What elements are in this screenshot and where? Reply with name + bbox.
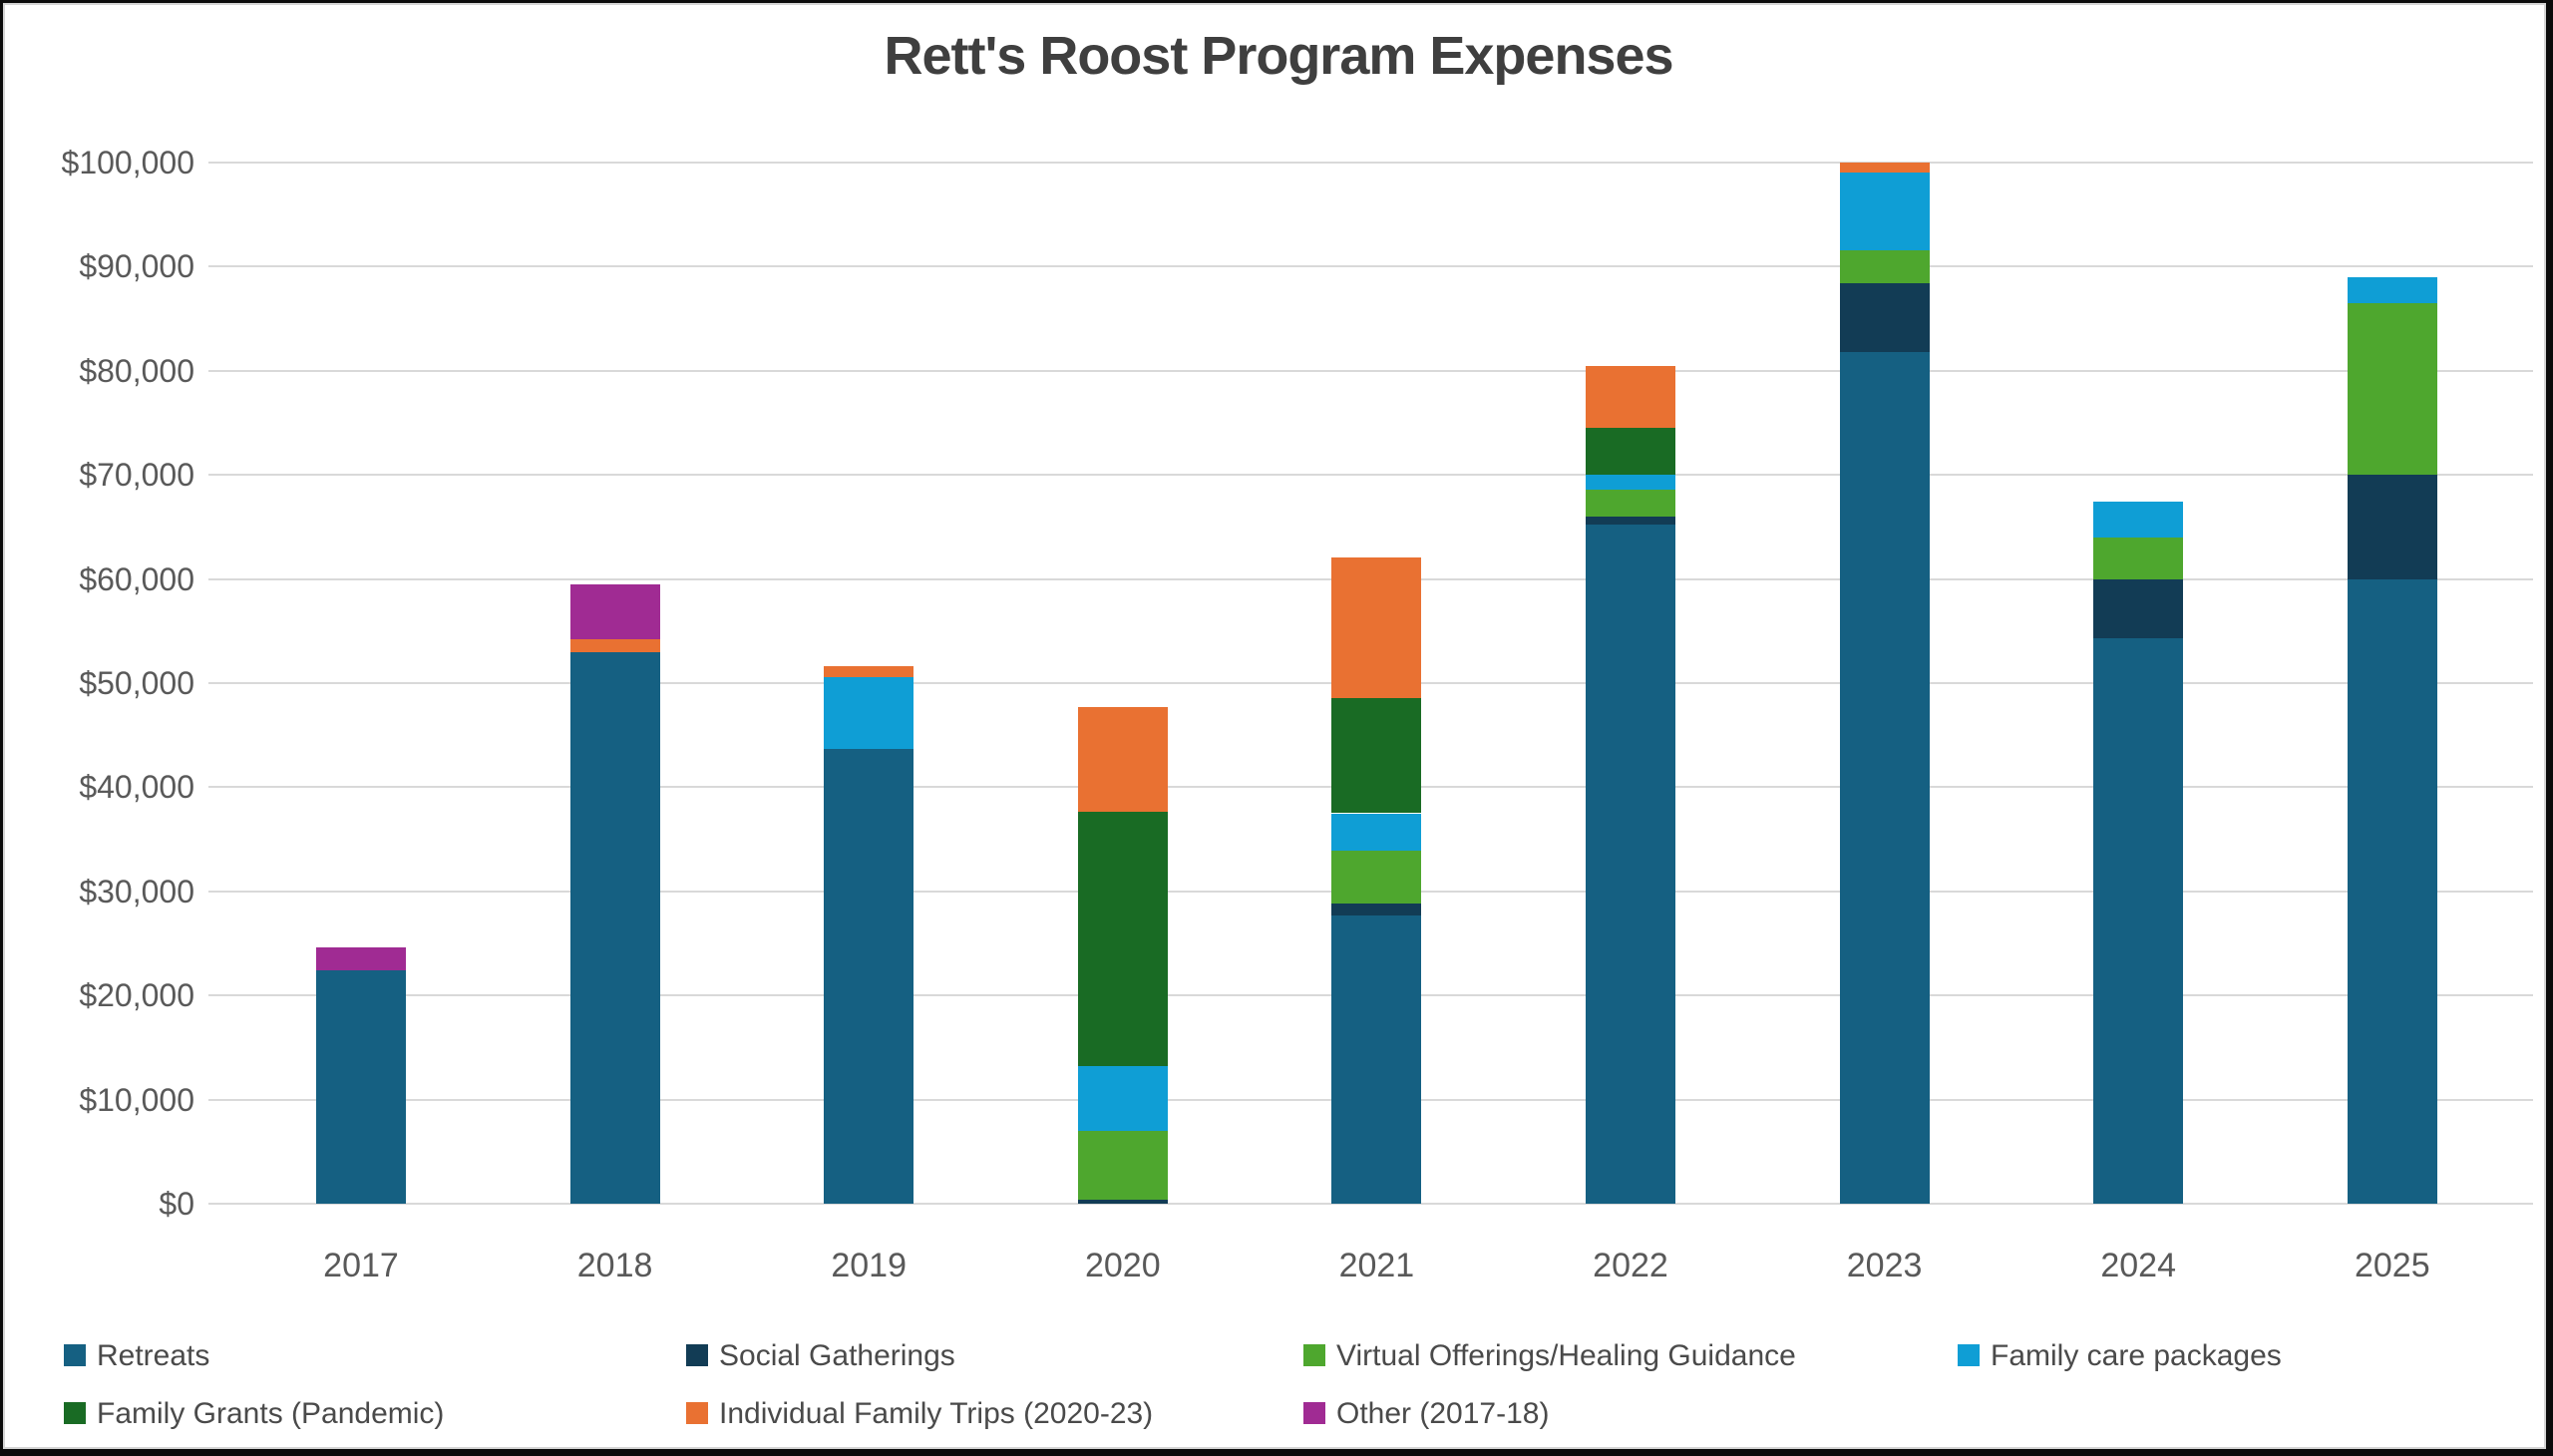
bar-segment-2025-retreats	[2347, 578, 2437, 1204]
bar-segment-2017-retreats	[316, 970, 406, 1204]
bar-segment-2023-family-care-packages	[1839, 173, 1930, 250]
gridline-70000	[208, 474, 2533, 477]
bar-segment-2024-virtual-offerings-healing-guidance	[2093, 537, 2184, 579]
legend-swatch-icon	[64, 1402, 86, 1424]
bar-segment-2022-family-grants-pandemic	[1586, 428, 1675, 476]
legend-label: Family Grants (Pandemic)	[97, 1397, 445, 1430]
bar-segment-2024-social-gatherings	[2093, 578, 2184, 639]
bar-segment-2020-family-care-packages	[1077, 1066, 1168, 1131]
bar-segment-2025-virtual-offerings-healing-guidance	[2347, 302, 2437, 476]
bar-segment-2023-virtual-offerings-healing-guidance	[1839, 249, 1930, 284]
bar-segment-2020-family-grants-pandemic	[1077, 812, 1168, 1067]
y-axis-tick-label: $30,000	[79, 873, 194, 910]
x-axis-tick-label-2022: 2022	[1593, 1247, 1668, 1284]
bar-segment-2022-social-gatherings	[1586, 516, 1675, 526]
bar-segment-2022-individual-family-trips-2020-23	[1586, 365, 1675, 429]
y-axis-tick-label: $100,000	[61, 145, 194, 181]
bar-segment-2022-virtual-offerings-healing-guidance	[1586, 489, 1675, 517]
bar-segment-2022-retreats	[1586, 525, 1675, 1204]
x-axis-tick-label-2023: 2023	[1846, 1247, 1923, 1284]
y-axis-tick-label: $70,000	[79, 457, 194, 494]
bar-segment-2018-other-2017-18	[569, 583, 660, 640]
x-axis-tick-label-2017: 2017	[323, 1247, 399, 1284]
legend-swatch-icon	[64, 1344, 86, 1366]
legend-swatch-icon	[1303, 1402, 1325, 1424]
x-axis-tick-label-2020: 2020	[1084, 1247, 1161, 1284]
bar-segment-2023-individual-family-trips-2020-23	[1839, 163, 1930, 174]
chart-title: Rett's Roost Program Expenses	[884, 26, 1673, 86]
bar-segment-2025-family-care-packages	[2347, 276, 2437, 303]
bar-segment-2024-retreats	[2093, 638, 2184, 1204]
bar-segment-2021-virtual-offerings-healing-guidance	[1331, 851, 1422, 905]
legend-label: Individual Family Trips (2020-23)	[719, 1397, 1154, 1430]
y-axis-tick-label: $20,000	[79, 977, 194, 1014]
bar-segment-2021-retreats	[1331, 914, 1422, 1204]
bar-segment-2021-family-care-packages	[1331, 813, 1422, 852]
x-axis-tick-label-2019: 2019	[831, 1247, 907, 1284]
bar-segment-2020-social-gatherings	[1077, 1199, 1168, 1204]
legend-label: Social Gatherings	[719, 1339, 955, 1372]
bar-segment-2021-family-grants-pandemic	[1331, 697, 1422, 814]
gridline-100000	[208, 162, 2533, 164]
bar-segment-2022-family-care-packages	[1586, 475, 1675, 490]
legend-label: Family care packages	[1991, 1339, 2282, 1372]
x-axis-tick-label-2021: 2021	[1338, 1247, 1415, 1284]
bar-segment-2018-retreats	[569, 651, 660, 1204]
legend-label: Retreats	[97, 1339, 210, 1372]
bar-segment-2019-individual-family-trips-2020-23	[824, 666, 914, 677]
x-axis-tick-label-2018: 2018	[576, 1247, 653, 1284]
legend-label: Virtual Offerings/Healing Guidance	[1336, 1339, 1796, 1372]
legend-swatch-icon	[686, 1402, 708, 1424]
bar-segment-2023-social-gatherings	[1839, 283, 1930, 352]
y-axis-tick-label: $90,000	[79, 248, 194, 285]
bar-segment-2025-social-gatherings	[2347, 475, 2437, 579]
legend-swatch-icon	[686, 1344, 708, 1366]
gridline-80000	[208, 369, 2533, 372]
bar-segment-2024-family-care-packages	[2093, 502, 2184, 538]
legend-swatch-icon	[1303, 1344, 1325, 1366]
bar-segment-2017-other-2017-18	[316, 947, 406, 971]
gridline-90000	[208, 265, 2533, 268]
y-axis-tick-label: $80,000	[79, 352, 194, 389]
bar-segment-2019-retreats	[824, 748, 914, 1204]
y-axis-tick-label: $60,000	[79, 560, 194, 597]
y-axis-tick-label: $40,000	[79, 769, 194, 806]
bar-segment-2020-individual-family-trips-2020-23	[1077, 707, 1168, 813]
y-axis-tick-label: $10,000	[79, 1081, 194, 1118]
bar-segment-2021-social-gatherings	[1331, 904, 1422, 915]
legend-swatch-icon	[1958, 1344, 1980, 1366]
y-axis-tick-label: $50,000	[79, 665, 194, 701]
gridline-0	[208, 1203, 2533, 1205]
bar-segment-2021-individual-family-trips-2020-23	[1331, 556, 1422, 698]
bar-segment-2023-retreats	[1839, 352, 1930, 1204]
bar-segment-2018-individual-family-trips-2020-23	[569, 639, 660, 652]
legend-label: Other (2017-18)	[1336, 1397, 1550, 1430]
chart-canvas: Rett's Roost Program Expenses $0 $10,000 $…	[3, 3, 2546, 1449]
x-axis-tick-label-2024: 2024	[2100, 1247, 2176, 1284]
bar-segment-2020-virtual-offerings-healing-guidance	[1077, 1130, 1168, 1200]
bar-segment-2019-family-care-packages	[824, 676, 914, 749]
x-axis-tick-label-2025: 2025	[2354, 1247, 2430, 1284]
y-axis-tick-label: $0	[159, 1186, 194, 1222]
